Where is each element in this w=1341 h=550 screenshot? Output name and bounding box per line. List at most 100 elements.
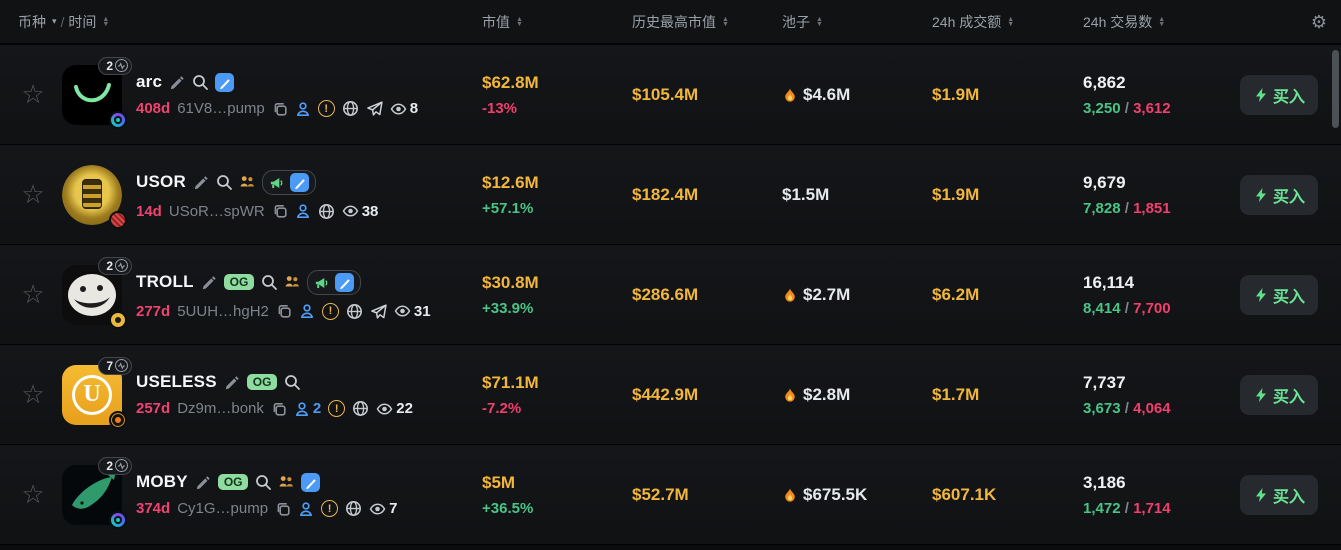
search-icon[interactable] [192,74,209,90]
header-ath[interactable]: 历史最高市值 ▲ ▼ [608,12,768,32]
mcap-value: $30.8M [482,272,539,292]
favorite-star-icon[interactable]: ☆ [21,479,45,509]
warning-icon[interactable]: ! [321,500,339,517]
header-token-label[interactable]: 币种 [18,13,46,30]
website-icon[interactable] [318,203,335,220]
sort-icon[interactable]: ▲ ▼ [1158,15,1166,28]
dev-icon[interactable] [294,401,310,417]
mcap-change: +33.9% [482,299,534,317]
volume-cell: $1.9M [912,185,1060,205]
token-name[interactable]: TROLL [136,272,194,291]
community-icon[interactable] [239,174,255,190]
community-icon[interactable] [284,274,300,290]
gear-icon[interactable]: ⚙ [1310,12,1327,32]
tx-sells: 3,612 [1133,99,1171,117]
buy-button[interactable]: 买入 [1240,474,1318,515]
header-tx[interactable]: 24h 交易数 ▲ ▼ [1060,12,1230,32]
avatar-count-badge: 2 [98,56,132,75]
search-icon[interactable] [284,374,301,390]
sort-icon[interactable]: ▲ ▼ [516,15,523,28]
token-address[interactable]: Cy1G…pump [177,500,269,517]
edit-icon[interactable] [193,174,209,190]
copy-icon[interactable] [272,101,288,117]
token-avatar[interactable]: 2 [62,456,132,529]
search-icon[interactable] [255,474,272,490]
social-pill[interactable] [261,169,316,195]
sort-icon[interactable]: ▲ ▼ [722,15,729,28]
ath-cell: $182.4M [608,185,768,205]
dev-icon[interactable] [298,501,314,517]
warning-icon[interactable]: ! [328,400,346,417]
token-address[interactable]: Dz9m…bonk [177,400,264,417]
token-avatar[interactable]: 2 [62,256,132,329]
twitter-rename-icon[interactable] [301,472,321,492]
website-icon[interactable] [345,500,362,517]
warning-icon[interactable]: ! [321,302,339,320]
dev-icon[interactable] [299,303,315,319]
table-row: ☆ 2 TROLL OG [0,245,1341,345]
search-icon[interactable] [261,274,278,290]
token-name[interactable]: USOR [136,172,186,191]
telegram-icon[interactable] [370,303,387,320]
flame-icon [782,87,798,103]
token-avatar[interactable]: 2 [62,56,132,129]
token-avatar[interactable] [62,164,127,229]
favorite-star-icon[interactable]: ☆ [21,179,45,209]
edit-icon[interactable] [169,74,185,90]
header-volume[interactable]: 24h 成交额 ▲ ▼ [912,12,1060,32]
token-address[interactable]: 61V8…pump [177,100,265,117]
header-pool[interactable]: 池子 ▲ ▼ [768,12,912,32]
telegram-icon[interactable] [366,100,383,117]
copy-icon[interactable] [271,401,287,417]
token-address[interactable]: 5UUH…hgH2 [177,302,269,320]
buy-button[interactable]: 买入 [1240,74,1318,115]
tx-sells: 1,714 [1133,499,1171,517]
buy-button[interactable]: 买入 [1240,274,1318,315]
warning-icon[interactable]: ! [317,100,335,117]
website-icon[interactable] [346,303,363,320]
vertical-scrollbar[interactable] [1332,50,1339,128]
header-mcap-label: 市值 [482,13,510,30]
search-icon[interactable] [216,174,232,190]
token-address[interactable]: USoR…spWR [168,202,265,220]
website-icon[interactable] [342,100,359,117]
chevron-down-icon[interactable]: ▾ [52,16,57,26]
community-icon[interactable] [278,474,294,490]
token-age: 374d [136,500,171,517]
token-name[interactable]: arc [136,72,163,91]
token-name[interactable]: USELESS [136,372,217,391]
sort-icon[interactable]: ▲ ▼ [816,15,823,28]
dev-icon[interactable] [295,203,311,219]
pool-value: $2.7M [803,284,851,304]
dev-icon[interactable] [295,101,311,117]
copy-icon[interactable] [272,203,288,219]
og-badge: OG [246,374,278,390]
favorite-star-icon[interactable]: ☆ [21,79,45,109]
website-icon[interactable] [352,400,369,417]
header-pool-label: 池子 [782,13,810,30]
social-pill[interactable] [307,269,362,295]
buy-button[interactable]: 买入 [1240,374,1318,415]
twitter-rename-icon[interactable] [215,72,235,92]
tx-cell: 7,737 3,673 / 4,064 [1060,373,1230,417]
mcap-change: -7.2% [482,399,522,417]
table-row: ☆ U 7 USELESS OG 257d Dz9m…bonk 2 [0,345,1341,445]
copy-icon[interactable] [276,303,292,319]
header-time-label[interactable]: 时间 [68,13,97,30]
favorite-star-icon[interactable]: ☆ [21,279,45,309]
edit-icon[interactable] [201,274,217,290]
pool-cell: $1.5M [768,185,912,205]
edit-icon[interactable] [224,374,240,390]
token-avatar[interactable]: U 7 [62,356,132,429]
dex-badge-icon [109,210,127,229]
token-name[interactable]: MOBY [136,472,188,491]
volume-value: $6.2M [932,284,980,304]
copy-icon[interactable] [275,501,291,517]
buy-button[interactable]: 买入 [1240,174,1318,215]
edit-icon[interactable] [195,474,211,490]
sort-icon[interactable]: ▲ ▼ [1007,15,1015,28]
header-mcap[interactable]: 市值 ▲ ▼ [460,12,608,32]
tx-total: 9,679 [1083,172,1126,192]
sort-icon[interactable]: ▲ ▼ [102,15,110,28]
favorite-star-icon[interactable]: ☆ [21,379,45,409]
